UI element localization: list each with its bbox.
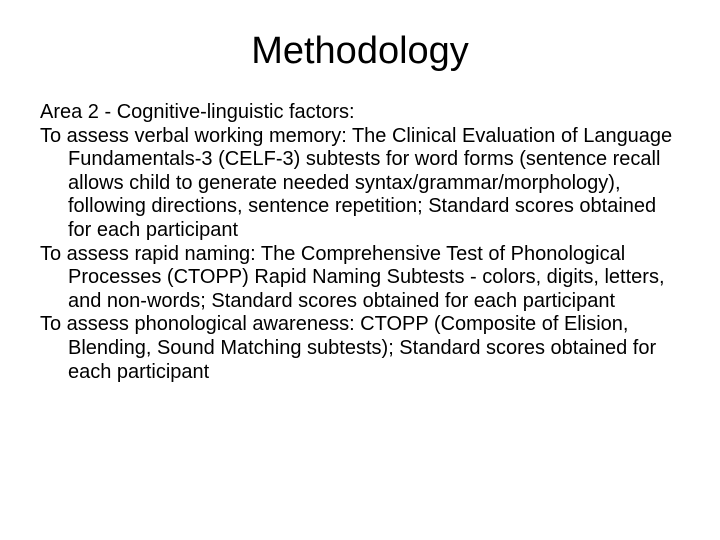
slide: Methodology Area 2 - Cognitive-linguisti… [0,0,720,540]
paragraph-working-memory: To assess verbal working memory: The Cli… [40,125,680,243]
paragraph-phonological-awareness: To assess phonological awareness: CTOPP … [40,313,680,384]
slide-body: Area 2 - Cognitive-linguistic factors: T… [40,101,680,384]
area-heading: Area 2 - Cognitive-linguistic factors: [40,101,680,125]
slide-title: Methodology [40,30,680,73]
paragraph-rapid-naming: To assess rapid naming: The Comprehensiv… [40,243,680,314]
